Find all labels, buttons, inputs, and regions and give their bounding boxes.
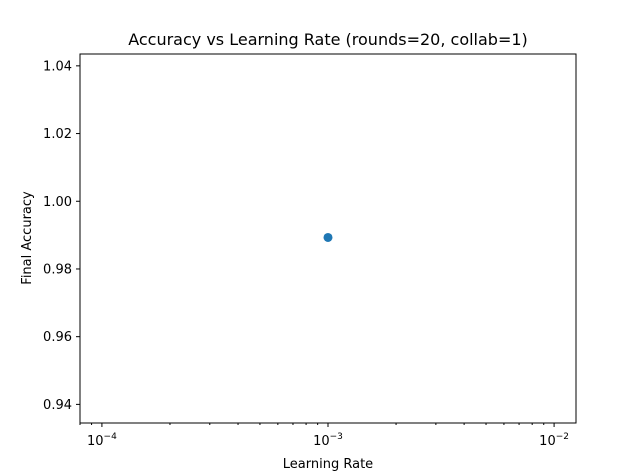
x-tick-label: 10−2 bbox=[539, 432, 569, 449]
y-tick-label: 1.02 bbox=[43, 127, 72, 142]
y-tick-label: 0.98 bbox=[43, 262, 72, 277]
chart-title: Accuracy vs Learning Rate (rounds=20, co… bbox=[128, 30, 528, 49]
y-axis-label: Final Accuracy bbox=[20, 191, 35, 285]
y-tick-label: 0.94 bbox=[43, 398, 72, 413]
plot-area: 0.94 0.96 0.98 1.00 1.02 1.04 10−4 10−3 10−2 bbox=[43, 53, 577, 449]
x-tick-label: 10−3 bbox=[313, 432, 343, 449]
y-tick-label: 1.00 bbox=[43, 195, 72, 210]
x-tick-label: 10−4 bbox=[87, 432, 117, 449]
x-axis-label: Learning Rate bbox=[283, 457, 373, 472]
data-point bbox=[323, 232, 333, 242]
y-tick-label: 0.96 bbox=[43, 330, 72, 345]
y-tick-label: 1.04 bbox=[43, 59, 72, 74]
